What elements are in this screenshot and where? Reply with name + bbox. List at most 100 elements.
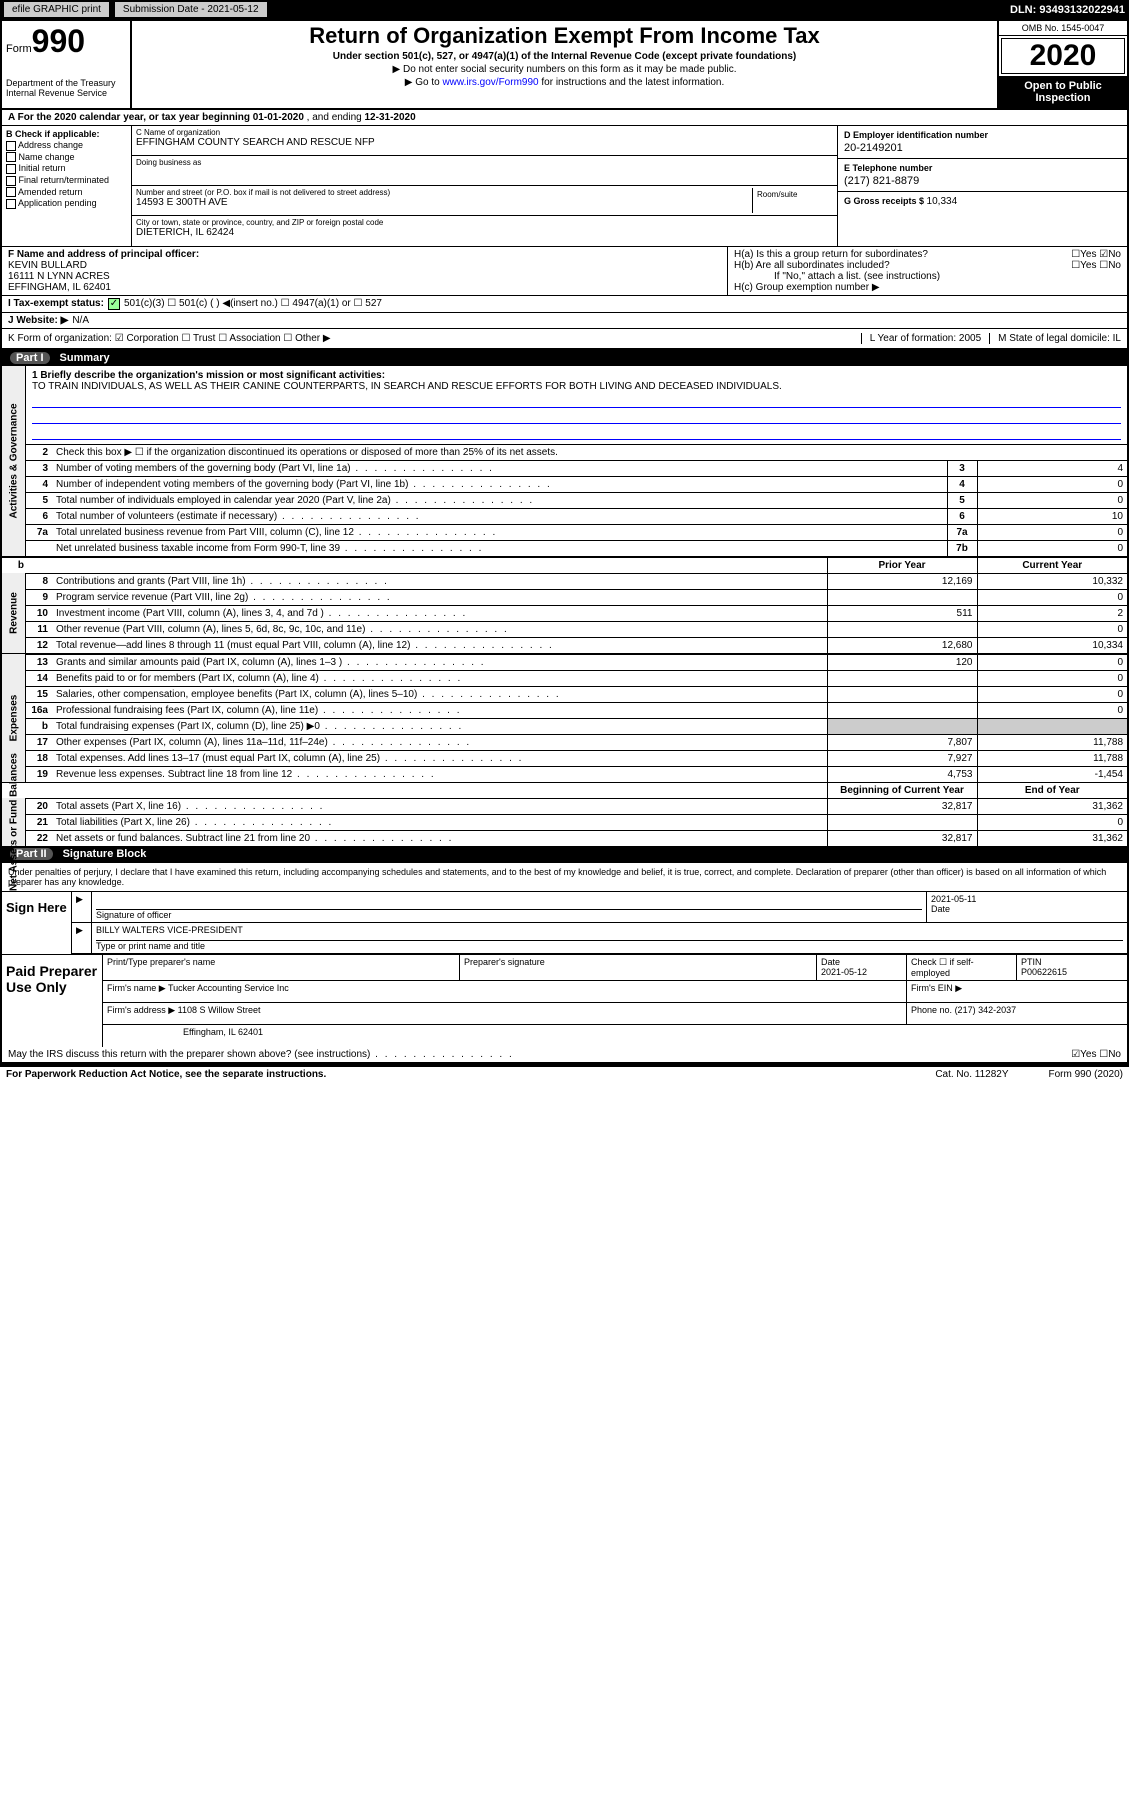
begin-end-header: Beginning of Current Year End of Year [2, 782, 1127, 798]
submission-date: Submission Date - 2021-05-12 [115, 2, 267, 17]
py-cy-header: b Prior Year Current Year [2, 556, 1127, 573]
gov-table: 2Check this box ▶ ☐ if the organization … [26, 444, 1127, 460]
officer-name: KEVIN BULLARD [8, 260, 721, 271]
table-row: 15Salaries, other compensation, employee… [26, 687, 1127, 703]
officer-addr1: 16111 N LYNN ACRES [8, 271, 721, 282]
chk-address: Address change [6, 140, 127, 151]
h-a: H(a) Is this a group return for subordin… [734, 249, 1121, 260]
table-row: 16aProfessional fundraising fees (Part I… [26, 703, 1127, 719]
dept-label: Department of the Treasury Internal Reve… [6, 78, 126, 98]
side-netassets: Net Assets or Fund Balances [2, 798, 26, 846]
part-2-header: Part II Signature Block [2, 846, 1127, 862]
table-row: 8Contributions and grants (Part VIII, li… [26, 574, 1127, 590]
cat-no: Cat. No. 11282Y [935, 1069, 1008, 1080]
paid-preparer-block: Paid Preparer Use Only Print/Type prepar… [2, 954, 1127, 1047]
col-f: F Name and address of principal officer:… [2, 247, 727, 295]
officer-typed-name: BILLY WALTERS VICE-PRESIDENT [96, 925, 1123, 941]
prep-date: 2021-05-12 [821, 967, 867, 977]
mission-text: TO TRAIN INDIVIDUALS, AS WELL AS THEIR C… [32, 381, 1121, 392]
blank-line-2 [32, 410, 1121, 424]
col-c: C Name of organization EFFINGHAM COUNTY … [132, 126, 837, 246]
table-row: 12Total revenue—add lines 8 through 11 (… [26, 638, 1127, 654]
table-row: 18Total expenses. Add lines 13–17 (must … [26, 751, 1127, 767]
subtitle-1: Under section 501(c), 527, or 4947(a)(1)… [138, 51, 991, 62]
col-de: D Employer identification number 20-2149… [837, 126, 1127, 246]
table-row: 7aTotal unrelated business revenue from … [26, 525, 1127, 541]
efile-topbar: efile GRAPHIC print Submission Date - 20… [0, 0, 1129, 19]
chk-final: Final return/terminated [6, 175, 127, 186]
col-b-header: B Check if applicable: [6, 129, 127, 139]
room-suite: Room/suite [753, 188, 833, 213]
chk-initial: Initial return [6, 163, 127, 174]
row-i: I Tax-exempt status: ✓ 501(c)(3) ☐ 501(c… [2, 296, 1127, 313]
address-row: Number and street (or P.O. box if mail i… [132, 186, 837, 216]
row-j: J Website: ▶ N/A [2, 313, 1127, 329]
m-state: M State of legal domicile: IL [989, 333, 1121, 344]
sign-here-block: Sign Here ▶ Signature of officer 2021-05… [2, 891, 1127, 954]
section-b-through-g: B Check if applicable: Address change Na… [2, 126, 1127, 247]
page-footer: For Paperwork Reduction Act Notice, see … [0, 1066, 1129, 1082]
summary-expenses: Expenses 13Grants and similar amounts pa… [2, 653, 1127, 782]
form-version: Form 990 (2020) [1049, 1069, 1123, 1080]
city-row: City or town, state or province, country… [132, 216, 837, 246]
discuss-answer: ☑Yes ☐No [1071, 1049, 1121, 1060]
website: N/A [72, 315, 89, 326]
table-row: 4Number of independent voting members of… [26, 477, 1127, 493]
table-row: bTotal fundraising expenses (Part IX, co… [26, 719, 1127, 735]
sign-here-label: Sign Here [2, 892, 72, 954]
table-row: 14Benefits paid to or for members (Part … [26, 671, 1127, 687]
part-1-header: Part I Summary [2, 350, 1127, 366]
table-row: Net unrelated business taxable income fr… [26, 541, 1127, 557]
summary-netassets: Net Assets or Fund Balances 20Total asse… [2, 798, 1127, 846]
form-title: Return of Organization Exempt From Incom… [138, 23, 991, 49]
chk-name: Name change [6, 152, 127, 163]
form-header: Form990 Department of the Treasury Inter… [2, 21, 1127, 110]
k-form-org: K Form of organization: ☑ Corporation ☐ … [8, 333, 331, 344]
phone: (217) 821-8879 [844, 175, 1121, 187]
subtitle-3: ▶ Go to www.irs.gov/Form990 for instruct… [138, 77, 991, 88]
ein-row: D Employer identification number 20-2149… [838, 126, 1127, 159]
501c3-checkbox: ✓ [108, 298, 120, 310]
org-name: EFFINGHAM COUNTY SEARCH AND RESCUE NFP [136, 137, 833, 148]
blank-line-3 [32, 426, 1121, 440]
firm-phone: (217) 342-2037 [955, 1005, 1017, 1015]
summary-revenue: Revenue 8Contributions and grants (Part … [2, 573, 1127, 653]
chk-amended: Amended return [6, 187, 127, 198]
header-mid: Return of Organization Exempt From Incom… [132, 21, 997, 108]
firm-addr2: Effingham, IL 62401 [103, 1025, 1127, 1047]
discuss-row: May the IRS discuss this return with the… [2, 1047, 1127, 1064]
row-k-l-m: K Form of organization: ☑ Corporation ☐ … [2, 329, 1127, 350]
officer-signature[interactable] [96, 894, 922, 910]
org-name-row: C Name of organization EFFINGHAM COUNTY … [132, 126, 837, 156]
irs-link[interactable]: www.irs.gov/Form990 [442, 77, 538, 88]
chk-pending: Application pending [6, 198, 127, 209]
ein: 20-2149201 [844, 142, 1121, 154]
header-left: Form990 Department of the Treasury Inter… [2, 21, 132, 108]
table-row: 10Investment income (Part VIII, column (… [26, 606, 1127, 622]
gov-rows: 3Number of voting members of the governi… [26, 460, 1127, 556]
table-row: 17Other expenses (Part IX, column (A), l… [26, 735, 1127, 751]
h-c: H(c) Group exemption number ▶ [734, 282, 1121, 293]
efile-label: efile GRAPHIC print [4, 2, 109, 17]
h-b: H(b) Are all subordinates included?☐Yes … [734, 260, 1121, 271]
gross-receipts-row: G Gross receipts $ 10,334 [838, 192, 1127, 222]
phone-row: E Telephone number (217) 821-8879 [838, 159, 1127, 192]
sig-date: 2021-05-11 [931, 894, 1123, 904]
col-b: B Check if applicable: Address change Na… [2, 126, 132, 246]
firm-addr1: 1108 S Willow Street [178, 1005, 261, 1015]
street-address: 14593 E 300TH AVE [136, 197, 752, 208]
paid-preparer-label: Paid Preparer Use Only [2, 955, 102, 1047]
h-b-note: If "No," attach a list. (see instruction… [734, 271, 1121, 282]
table-row: 21Total liabilities (Part X, line 26)0 [26, 815, 1127, 831]
header-right: OMB No. 1545-0047 2020 Open to Public In… [997, 21, 1127, 108]
gross-receipts: 10,334 [927, 196, 958, 207]
ptin: P00622615 [1021, 967, 1067, 977]
table-row: 6Total number of volunteers (estimate if… [26, 509, 1127, 525]
mission-block: 1 Briefly describe the organization's mi… [26, 366, 1127, 444]
table-row: 20Total assets (Part X, line 16)32,81731… [26, 799, 1127, 815]
table-row: 9Program service revenue (Part VIII, lin… [26, 590, 1127, 606]
table-row: 22Net assets or fund balances. Subtract … [26, 831, 1127, 847]
city-state-zip: DIETERICH, IL 62424 [136, 227, 833, 238]
officer-addr2: EFFINGHAM, IL 62401 [8, 282, 721, 293]
dba-row: Doing business as [132, 156, 837, 186]
